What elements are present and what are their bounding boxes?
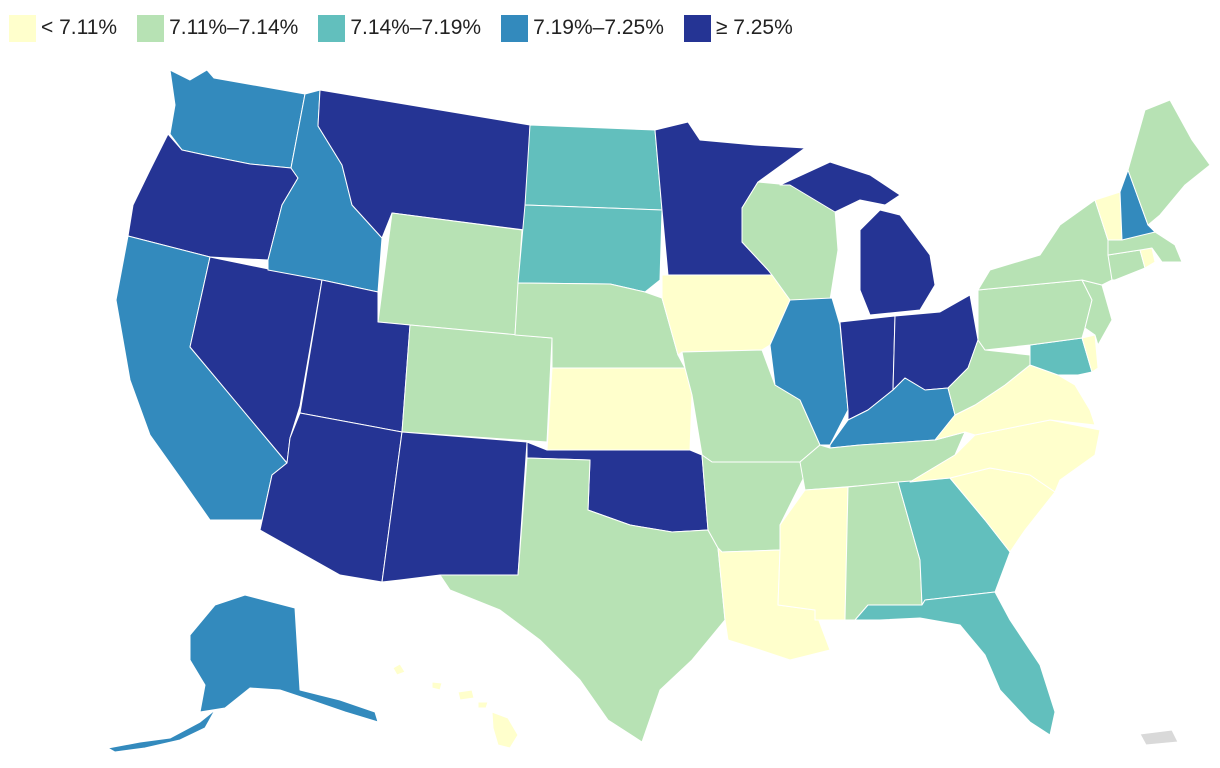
legend-label-714-719: 7.14%–7.19% [350,16,482,39]
legend-item-lt-711[interactable]: < 7.11% [9,14,118,42]
state-maine[interactable] [1127,99,1211,226]
state-michigan[interactable] [779,161,936,316]
state-alaska[interactable] [107,594,379,753]
state-florida[interactable] [854,591,1056,736]
legend-item-719-725[interactable]: 7.19%–7.25% [501,14,664,42]
legend-swatch-lt-711 [9,14,36,42]
state-hawaii[interactable] [392,663,519,749]
state-new-mexico[interactable] [381,431,528,583]
legend-swatch-714-719 [318,14,346,42]
legend-swatch-719-725 [501,14,529,42]
state-delaware[interactable] [1081,334,1099,373]
state-nebraska[interactable] [514,282,686,369]
state-kansas[interactable] [546,367,693,451]
state-illinois[interactable] [769,297,849,446]
legend: < 7.11% 7.11%–7.14% 7.14%–7.19% 7.19%–7.… [9,13,813,43]
legend-item-ge-725[interactable]: ≥ 7.25% [683,14,793,42]
legend-label-711-714: 7.11%–7.14% [169,16,299,39]
state-wyoming[interactable] [377,212,523,336]
legend-label-lt-711: < 7.11% [41,16,118,39]
legend-swatch-ge-725 [683,14,711,42]
state-north-dakota[interactable] [524,124,663,211]
legend-label-ge-725: ≥ 7.25% [715,16,793,39]
state-new-york[interactable] [977,199,1113,291]
state-new-hampshire[interactable] [1119,169,1156,241]
state-puerto-rico [1139,729,1179,746]
legend-item-714-719[interactable]: 7.14%–7.19% [318,14,482,42]
state-texas[interactable] [439,457,726,743]
legend-label-719-725: 7.19%–7.25% [533,16,664,39]
legend-item-711-714[interactable]: 7.11%–7.14% [137,14,299,42]
legend-swatch-711-714 [137,14,165,42]
state-south-dakota[interactable] [517,204,663,293]
state-colorado[interactable] [401,324,553,443]
state-massachusetts[interactable] [1107,231,1183,263]
state-new-jersey[interactable] [1081,279,1113,346]
